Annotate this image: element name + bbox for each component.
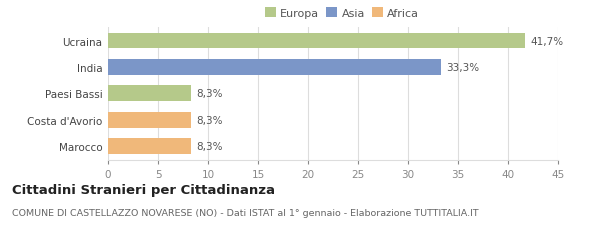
Text: 41,7%: 41,7% [530,36,563,46]
Text: 8,3%: 8,3% [196,115,223,125]
Text: 8,3%: 8,3% [196,142,223,151]
Text: 8,3%: 8,3% [196,89,223,99]
Bar [108,139,191,154]
Bar [108,86,191,102]
Bar [108,60,441,76]
Legend: Europa, Asia, Africa: Europa, Asia, Africa [263,5,421,21]
Text: COMUNE DI CASTELLAZZO NOVARESE (NO) - Dati ISTAT al 1° gennaio - Elaborazione TU: COMUNE DI CASTELLAZZO NOVARESE (NO) - Da… [12,208,479,217]
Text: 33,3%: 33,3% [446,63,479,73]
Text: Cittadini Stranieri per Cittadinanza: Cittadini Stranieri per Cittadinanza [12,183,275,196]
Bar [108,33,525,49]
Bar [108,112,191,128]
